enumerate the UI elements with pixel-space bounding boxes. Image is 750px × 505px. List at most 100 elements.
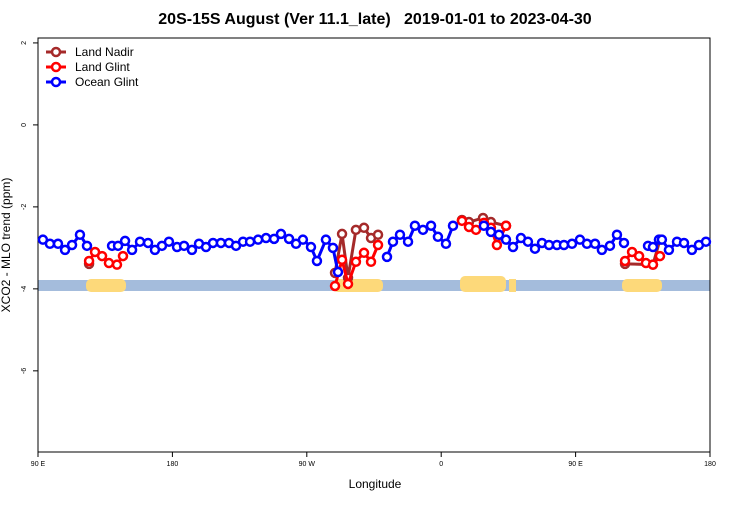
data-point — [604, 240, 616, 252]
data-point — [358, 222, 370, 234]
data-point — [566, 238, 578, 250]
data-point — [478, 220, 490, 231]
y-tick-label: -2 — [21, 204, 28, 210]
data-point — [342, 278, 354, 290]
data-point — [500, 220, 512, 231]
data-point — [529, 243, 541, 254]
data-point — [387, 236, 399, 247]
x-tick-label: 90 E — [568, 461, 583, 468]
land-patch — [509, 279, 516, 292]
data-point — [647, 259, 659, 270]
data-point — [336, 228, 348, 240]
data-point — [96, 250, 108, 262]
data-point — [83, 255, 95, 267]
data-point — [589, 238, 601, 250]
data-point — [134, 236, 146, 247]
data-point — [350, 256, 362, 268]
data-point — [678, 237, 690, 249]
data-point — [700, 236, 712, 247]
data-point — [103, 257, 115, 269]
data-point — [244, 236, 256, 247]
data-point — [117, 250, 129, 262]
data-point — [305, 241, 317, 253]
series-line — [87, 219, 662, 290]
data-point — [381, 251, 393, 263]
data-point — [74, 229, 86, 241]
land-patch — [333, 279, 383, 292]
data-point — [178, 240, 190, 252]
data-point — [417, 224, 429, 236]
data-point — [654, 250, 666, 262]
surface-band — [38, 276, 710, 292]
x-tick-label: 180 — [704, 461, 716, 468]
x-tick-label: 0 — [439, 461, 443, 468]
data-point — [686, 244, 698, 256]
data-point — [493, 229, 505, 241]
x-tick-label: 180 — [167, 461, 179, 468]
data-point — [332, 266, 344, 278]
y-tick-label: -6 — [21, 368, 28, 374]
data-point — [112, 240, 124, 252]
chart-title: 20S-15S August (Ver 11.1_late) 2019-01-0… — [158, 11, 592, 28]
data-point — [320, 234, 332, 245]
data-point — [440, 238, 452, 250]
legend-label: Ocean Glint — [75, 75, 139, 89]
data-point — [186, 244, 198, 256]
land-patch — [622, 279, 662, 292]
data-point — [491, 239, 503, 251]
data-point — [283, 233, 295, 245]
land-patch — [86, 279, 126, 292]
data-point — [358, 247, 370, 259]
data-point — [365, 256, 377, 268]
legend-marker — [50, 61, 62, 73]
data-point — [581, 238, 593, 250]
data-point — [215, 237, 227, 249]
data-point — [66, 239, 78, 251]
data-point — [268, 233, 280, 245]
data-point — [522, 236, 534, 247]
data-point — [336, 254, 348, 266]
data-point — [619, 255, 631, 267]
data-point — [329, 280, 341, 292]
y-axis-label: XCO2 - MLO trend (ppm) — [0, 178, 13, 313]
data-point — [59, 244, 71, 256]
data-point — [111, 259, 123, 270]
data-point — [275, 228, 287, 240]
data-point — [52, 238, 64, 250]
data-point — [142, 237, 154, 249]
x-tick-label: 90 E — [31, 461, 46, 468]
data-point — [327, 242, 339, 254]
data-point — [44, 238, 56, 250]
y-tick-label: -4 — [21, 286, 28, 292]
legend-label: Land Nadir — [75, 45, 134, 59]
data-point — [350, 224, 362, 236]
legend-marker — [50, 76, 62, 88]
data-point — [409, 220, 421, 231]
data-point — [260, 232, 272, 244]
data-point — [372, 229, 384, 241]
data-point — [470, 224, 482, 236]
data-point — [507, 241, 519, 253]
data-point — [394, 229, 406, 241]
data-point — [558, 239, 570, 251]
legend-marker — [50, 46, 62, 58]
x-tick-label: 90 W — [299, 461, 316, 468]
y-tick-label: 2 — [21, 41, 28, 45]
data-point — [126, 244, 138, 256]
data-point — [432, 231, 444, 243]
data-point — [485, 226, 497, 238]
data-point — [447, 220, 459, 231]
data-point — [297, 234, 309, 245]
data-point — [596, 244, 608, 256]
data-point — [163, 236, 175, 247]
data-point — [647, 241, 659, 253]
y-tick-label: 0 — [21, 123, 28, 127]
data-point — [618, 237, 630, 249]
x-axis-label: Longitude — [349, 477, 402, 491]
data-point — [663, 244, 675, 256]
data-point — [611, 229, 623, 241]
data-point — [425, 220, 437, 231]
data-point — [402, 236, 414, 247]
legend-label: Land Glint — [75, 60, 130, 74]
